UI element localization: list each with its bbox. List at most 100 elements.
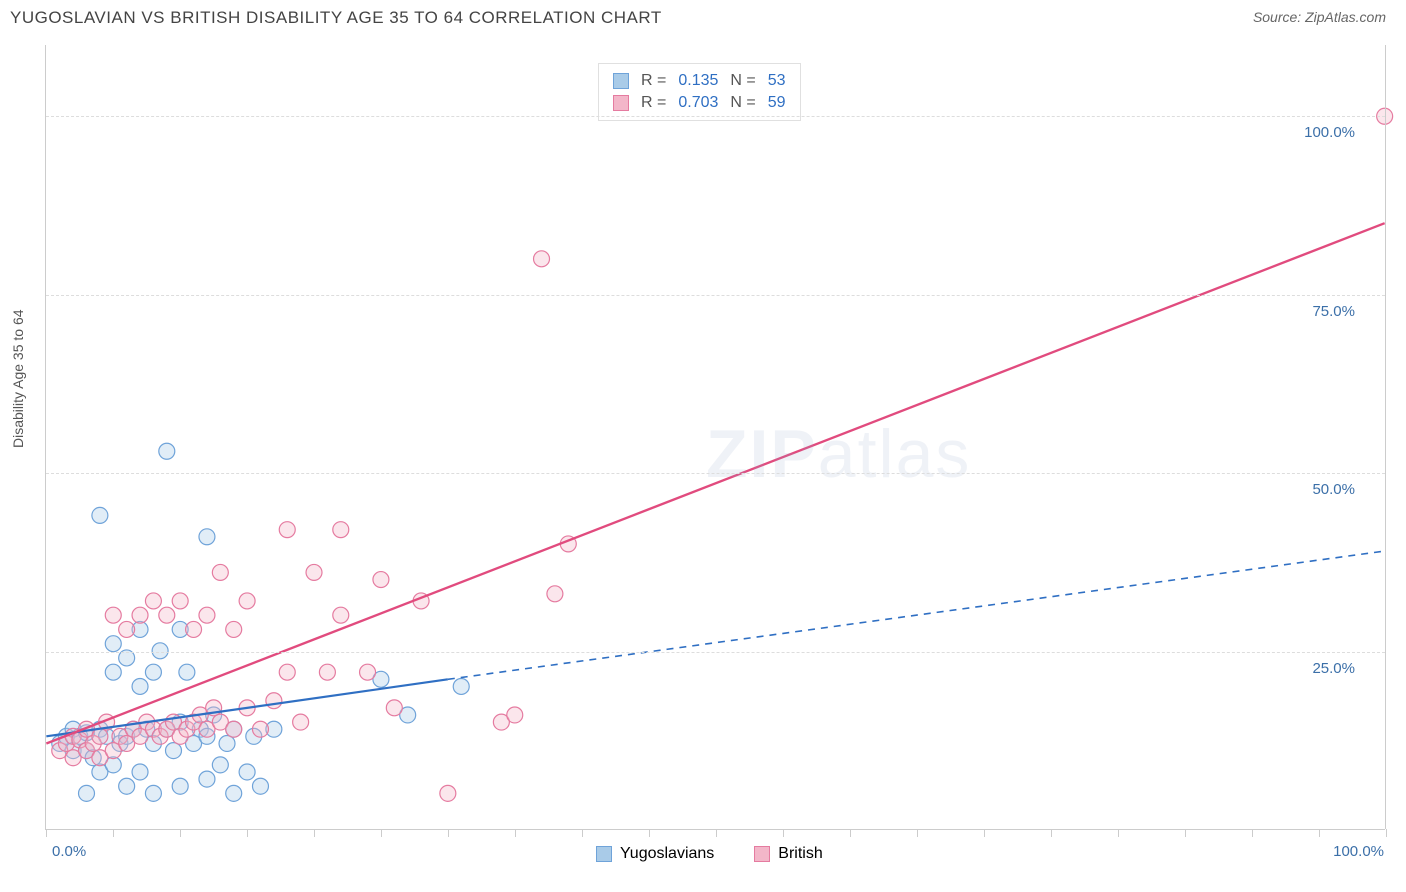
scatter-point [319, 664, 335, 680]
y-tick-label: 100.0% [1304, 124, 1355, 141]
source-attribution: Source: ZipAtlas.com [1253, 9, 1386, 27]
n-value-0: 53 [768, 72, 786, 90]
gridline [46, 295, 1385, 296]
r-label-1: R = [641, 94, 666, 112]
series-swatch-0 [596, 846, 612, 862]
scatter-point [293, 714, 309, 730]
scatter-point [212, 757, 228, 773]
y-axis-right [1385, 45, 1386, 829]
x-tick [850, 829, 851, 837]
scatter-point [179, 664, 195, 680]
n-value-1: 59 [768, 94, 786, 112]
r-label-0: R = [641, 72, 666, 90]
scatter-point [252, 721, 268, 737]
x-tick [515, 829, 516, 837]
series-legend: Yugoslavians British [596, 845, 823, 863]
stats-legend-row-1: R = 0.703 N = 59 [613, 92, 786, 114]
scatter-point [219, 735, 235, 751]
n-label-0: N = [730, 72, 755, 90]
trend-line-extension [448, 551, 1385, 679]
legend-swatch-1 [613, 95, 629, 111]
scatter-point [145, 785, 161, 801]
x-tick [448, 829, 449, 837]
scatter-point [132, 607, 148, 623]
scatter-point [534, 251, 550, 267]
scatter-point [226, 785, 242, 801]
x-tick [716, 829, 717, 837]
scatter-point [105, 607, 121, 623]
scatter-point [252, 778, 268, 794]
scatter-point [373, 572, 389, 588]
chart-svg [46, 45, 1385, 829]
series-legend-item-0: Yugoslavians [596, 845, 714, 863]
legend-swatch-0 [613, 73, 629, 89]
x-tick [1118, 829, 1119, 837]
series-legend-item-1: British [754, 845, 822, 863]
scatter-point [547, 586, 563, 602]
series-label-0: Yugoslavians [620, 845, 714, 863]
x-tick [1252, 829, 1253, 837]
scatter-point [159, 607, 175, 623]
scatter-point [440, 785, 456, 801]
scatter-point [507, 707, 523, 723]
scatter-point [386, 700, 402, 716]
scatter-point [172, 778, 188, 794]
trend-line [46, 223, 1384, 743]
y-tick-label: 75.0% [1312, 303, 1355, 320]
y-tick-label: 25.0% [1312, 660, 1355, 677]
scatter-point [279, 522, 295, 538]
x-tick [46, 829, 47, 837]
source-name: ZipAtlas.com [1305, 9, 1386, 25]
scatter-point [79, 785, 95, 801]
scatter-point [333, 607, 349, 623]
scatter-point [159, 443, 175, 459]
y-tick-label: 50.0% [1312, 481, 1355, 498]
scatter-point [306, 564, 322, 580]
scatter-point [199, 607, 215, 623]
scatter-point [119, 621, 135, 637]
source-label: Source: [1253, 9, 1305, 25]
gridline [46, 473, 1385, 474]
scatter-point [119, 778, 135, 794]
scatter-point [132, 678, 148, 694]
scatter-point [226, 721, 242, 737]
x-tick [1386, 829, 1387, 837]
n-label-1: N = [730, 94, 755, 112]
scatter-point [166, 743, 182, 759]
scatter-point [145, 593, 161, 609]
gridline [46, 652, 1385, 653]
scatter-point [360, 664, 376, 680]
x-axis-max-label: 100.0% [1333, 843, 1384, 860]
scatter-point [172, 593, 188, 609]
scatter-point [239, 764, 255, 780]
x-tick [1185, 829, 1186, 837]
x-tick [1051, 829, 1052, 837]
scatter-point [145, 664, 161, 680]
r-value-1: 0.703 [678, 94, 718, 112]
scatter-point [92, 728, 108, 744]
series-swatch-1 [754, 846, 770, 862]
scatter-point [212, 564, 228, 580]
x-tick [649, 829, 650, 837]
x-tick [917, 829, 918, 837]
scatter-point [333, 522, 349, 538]
x-axis-origin-label: 0.0% [52, 843, 86, 860]
scatter-point [132, 764, 148, 780]
x-tick [247, 829, 248, 837]
gridline [46, 116, 1385, 117]
x-tick [113, 829, 114, 837]
stats-legend-row-0: R = 0.135 N = 53 [613, 70, 786, 92]
x-tick [1319, 829, 1320, 837]
scatter-point [239, 593, 255, 609]
scatter-point [266, 693, 282, 709]
x-tick [180, 829, 181, 837]
y-axis-label: Disability Age 35 to 64 [10, 309, 26, 448]
scatter-point [226, 621, 242, 637]
x-tick [783, 829, 784, 837]
x-tick [582, 829, 583, 837]
scatter-point [199, 771, 215, 787]
x-tick [984, 829, 985, 837]
scatter-point [105, 664, 121, 680]
stats-legend: R = 0.135 N = 53 R = 0.703 N = 59 [598, 63, 801, 121]
r-value-0: 0.135 [678, 72, 718, 90]
